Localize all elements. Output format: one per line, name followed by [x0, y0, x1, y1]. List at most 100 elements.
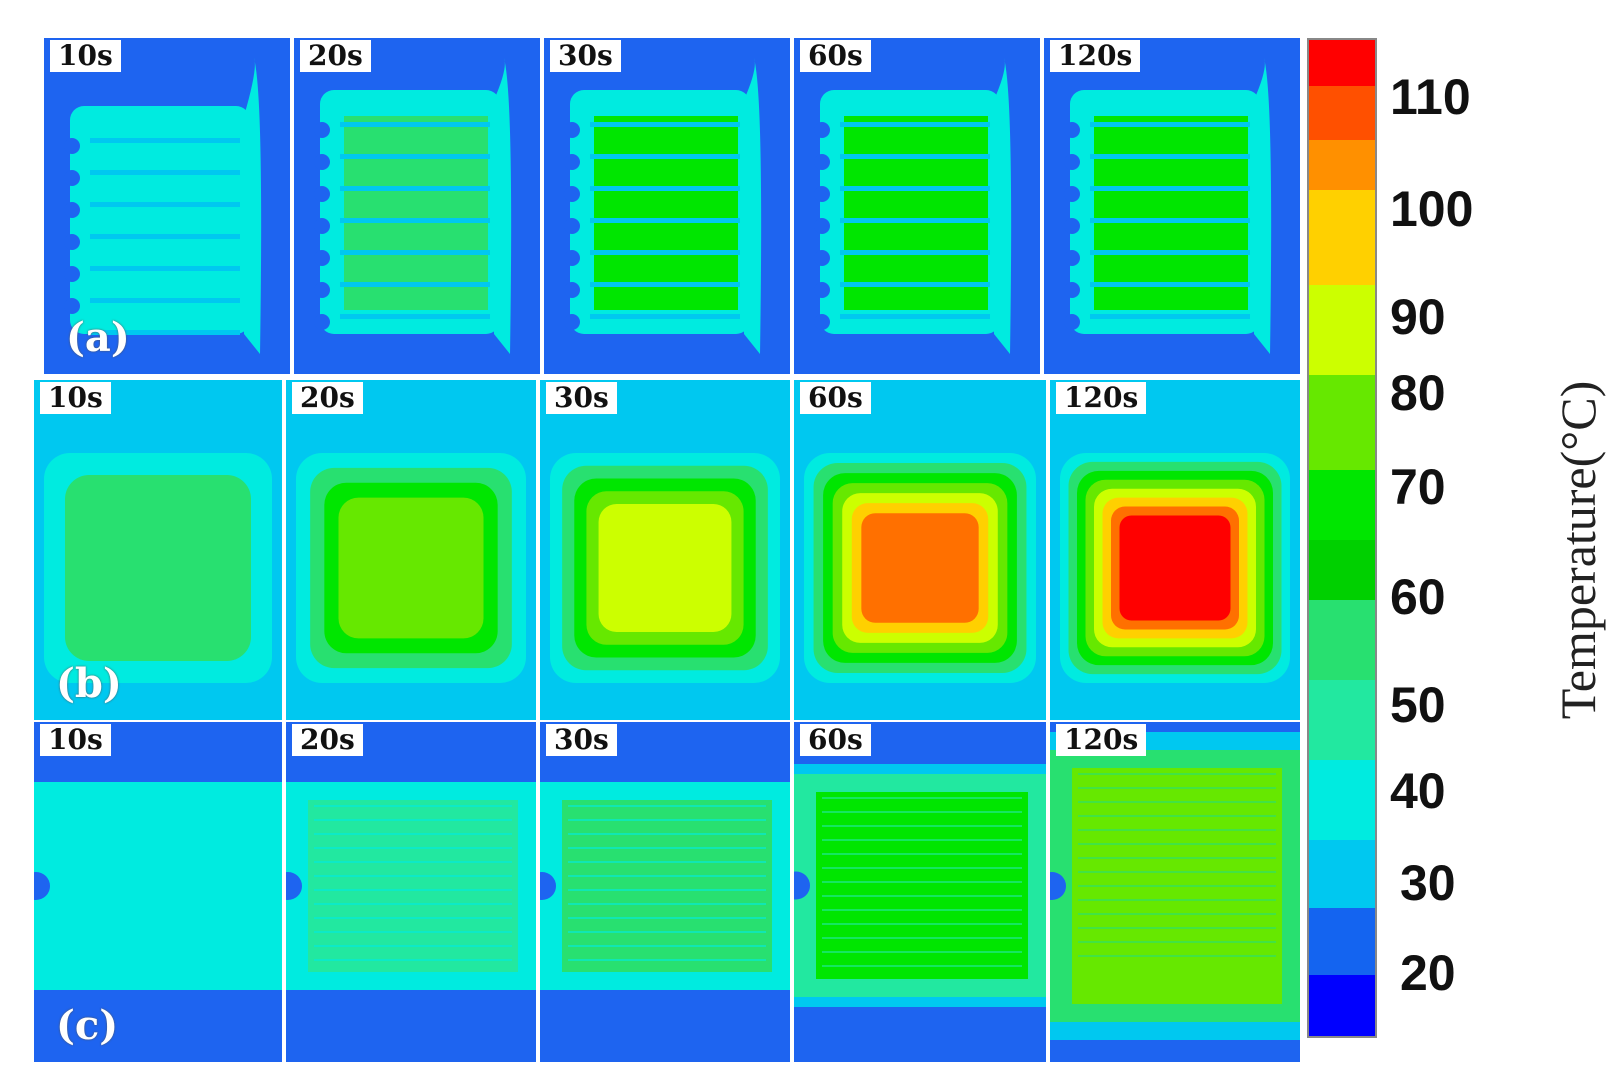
inlet-notch: [64, 298, 80, 314]
core-region: [816, 792, 1028, 979]
flow-channel: [840, 218, 990, 223]
flow-channel: [840, 282, 990, 287]
temperature-map: [286, 380, 536, 720]
colorbar-band: [1309, 86, 1375, 140]
inlet-notch: [314, 282, 330, 298]
flow-channel: [840, 314, 990, 319]
time-label: 10s: [50, 40, 121, 72]
inlet-port: [794, 871, 810, 900]
flow-channel: [590, 186, 740, 191]
flow-channel: [340, 122, 490, 127]
manifold-fin: [994, 58, 1012, 354]
inlet-notch: [1064, 186, 1080, 202]
temperature-map: [294, 38, 540, 374]
temperature-map: [44, 38, 290, 374]
inlet-notch: [314, 218, 330, 234]
flow-channel: [840, 186, 990, 191]
flow-channel: [340, 282, 490, 287]
panel-a-1: 10s (a): [44, 38, 290, 374]
inlet-notch: [1064, 218, 1080, 234]
core-region: [1094, 116, 1248, 310]
core-region: [562, 800, 772, 972]
time-label: 120s: [1056, 724, 1147, 756]
colorbar-tick-label: 70: [1390, 459, 1446, 515]
inlet-notch: [64, 266, 80, 282]
inlet-notch: [564, 282, 580, 298]
inlet-notch: [564, 218, 580, 234]
flow-channel: [590, 122, 740, 127]
colorbar-band: [1309, 600, 1375, 680]
inlet-notch: [314, 314, 330, 330]
flow-channel: [340, 314, 490, 319]
colorbar-tick-label: 40: [1390, 763, 1446, 819]
temperature-map: [1050, 380, 1300, 720]
flow-channel: [590, 282, 740, 287]
colorbar-band: [1309, 908, 1375, 975]
hot-spot: [1146, 534, 1203, 594]
flow-channel: [340, 218, 490, 223]
colorbar-tick-label: 100: [1390, 181, 1474, 237]
temperature-map: [794, 722, 1046, 1062]
colorbar-band: [1309, 470, 1375, 540]
temperature-map: [1050, 722, 1300, 1062]
inlet-notch: [314, 122, 330, 138]
colorbar-band: [1309, 540, 1375, 600]
colorbar-band: [1309, 375, 1375, 470]
colorbar-band: [1309, 680, 1375, 760]
inlet-notch: [814, 154, 830, 170]
core-region: [308, 800, 518, 972]
inlet-notch: [64, 202, 80, 218]
flow-channel: [90, 266, 240, 271]
inlet-notch: [564, 250, 580, 266]
inlet-notch: [814, 122, 830, 138]
inlet-notch: [814, 282, 830, 298]
time-label: 10s: [40, 382, 111, 414]
flow-channel: [1090, 250, 1250, 255]
inlet-notch: [814, 314, 830, 330]
time-label: 20s: [292, 382, 363, 414]
temperature-map: [286, 722, 536, 1062]
flow-channel: [90, 138, 240, 143]
core-region: [594, 116, 738, 310]
inlet-notch: [564, 186, 580, 202]
core-region: [344, 116, 488, 310]
flow-channel: [590, 250, 740, 255]
temperature-map: [34, 380, 282, 720]
temperature-map: [540, 380, 790, 720]
inlet-notch: [64, 234, 80, 250]
flow-channel: [1090, 282, 1250, 287]
inlet-notch: [314, 186, 330, 202]
inlet-port: [1050, 872, 1066, 900]
panel-b-5: 120s: [1050, 380, 1300, 720]
flow-channel: [340, 250, 490, 255]
inlet-port: [540, 872, 556, 900]
time-label: 60s: [800, 40, 871, 72]
colorbar-band: [1309, 40, 1375, 86]
inlet-notch: [1064, 122, 1080, 138]
inlet-notch: [64, 330, 80, 346]
panel-c-4: 60s: [794, 722, 1046, 1062]
panel-c-3: 30s: [540, 722, 790, 1062]
inlet-notch: [1064, 314, 1080, 330]
flow-channel: [340, 186, 490, 191]
panel-b-3: 30s: [540, 380, 790, 720]
panel-a-2: 20s: [294, 38, 540, 374]
colorbar-tick-label: 80: [1390, 365, 1446, 421]
inlet-notch: [64, 170, 80, 186]
colorbar-title: Temperature(°C): [1550, 380, 1606, 720]
flow-channel: [590, 314, 740, 319]
flow-channel: [840, 154, 990, 159]
core-region: [844, 116, 988, 310]
flow-channel: [90, 202, 240, 207]
manifold-fin: [244, 58, 262, 354]
flow-channel: [340, 154, 490, 159]
flow-channel: [90, 234, 240, 239]
core-region: [94, 132, 238, 310]
time-label: 20s: [300, 40, 371, 72]
row-label: (a): [66, 314, 130, 361]
flow-channel: [90, 298, 240, 303]
temperature-map: [1044, 38, 1300, 374]
inlet-notch: [564, 314, 580, 330]
colorbar-band: [1309, 760, 1375, 840]
inlet-notch: [814, 186, 830, 202]
